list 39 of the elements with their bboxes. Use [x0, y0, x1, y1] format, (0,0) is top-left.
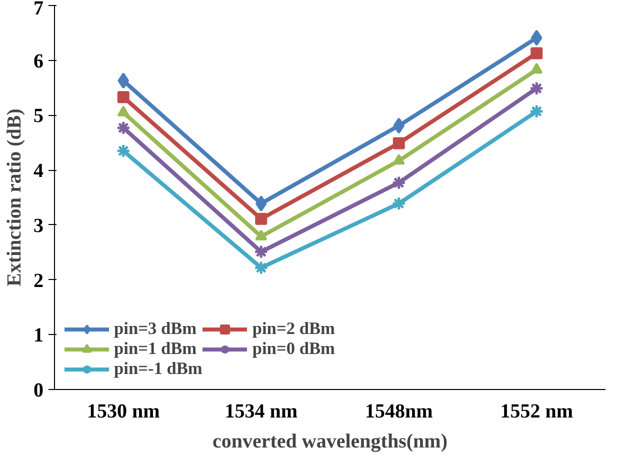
point	[392, 196, 406, 211]
point	[255, 196, 267, 212]
legend-label: pin=2 dBm	[252, 319, 335, 339]
point	[392, 154, 405, 165]
point	[254, 244, 268, 260]
point	[116, 144, 131, 158]
point	[529, 104, 544, 119]
point	[530, 30, 542, 46]
point	[117, 91, 130, 104]
point	[117, 106, 130, 116]
point	[255, 212, 268, 225]
point	[254, 260, 268, 275]
y-tick-label: 6	[34, 50, 44, 72]
legend-label: pin=-1 dBm	[114, 359, 202, 379]
y-tick-label: 5	[34, 105, 44, 128]
legend-label: pin=0 dBm	[252, 339, 335, 359]
y-axis-title: Extinction ratio (dB)	[4, 108, 26, 286]
point	[530, 62, 543, 74]
x-tick-label: 1530 nm	[86, 400, 160, 422]
x-tick-label: 1534 nm	[224, 400, 298, 422]
point	[116, 120, 131, 136]
legend-label: pin=3 dBm	[114, 319, 197, 339]
point	[118, 72, 130, 89]
legend-label: pin=1 dBm	[114, 339, 197, 359]
x-tick-label: 1552 nm	[500, 400, 574, 422]
point	[392, 175, 406, 190]
y-tick-label: 1	[34, 324, 44, 347]
x-axis-title: converted wavelengths(nm)	[212, 430, 448, 452]
y-tick-label: 3	[34, 214, 44, 237]
point	[393, 118, 405, 134]
point	[392, 137, 405, 150]
point	[255, 230, 268, 240]
y-tick-label: 4	[34, 160, 44, 182]
y-tick-label: 7	[34, 0, 44, 20]
y-tick-label: 0	[34, 380, 44, 402]
point	[529, 81, 544, 96]
y-tick-label: 2	[34, 270, 44, 292]
point	[530, 47, 543, 60]
x-tick-label: 1548nm	[364, 400, 434, 422]
